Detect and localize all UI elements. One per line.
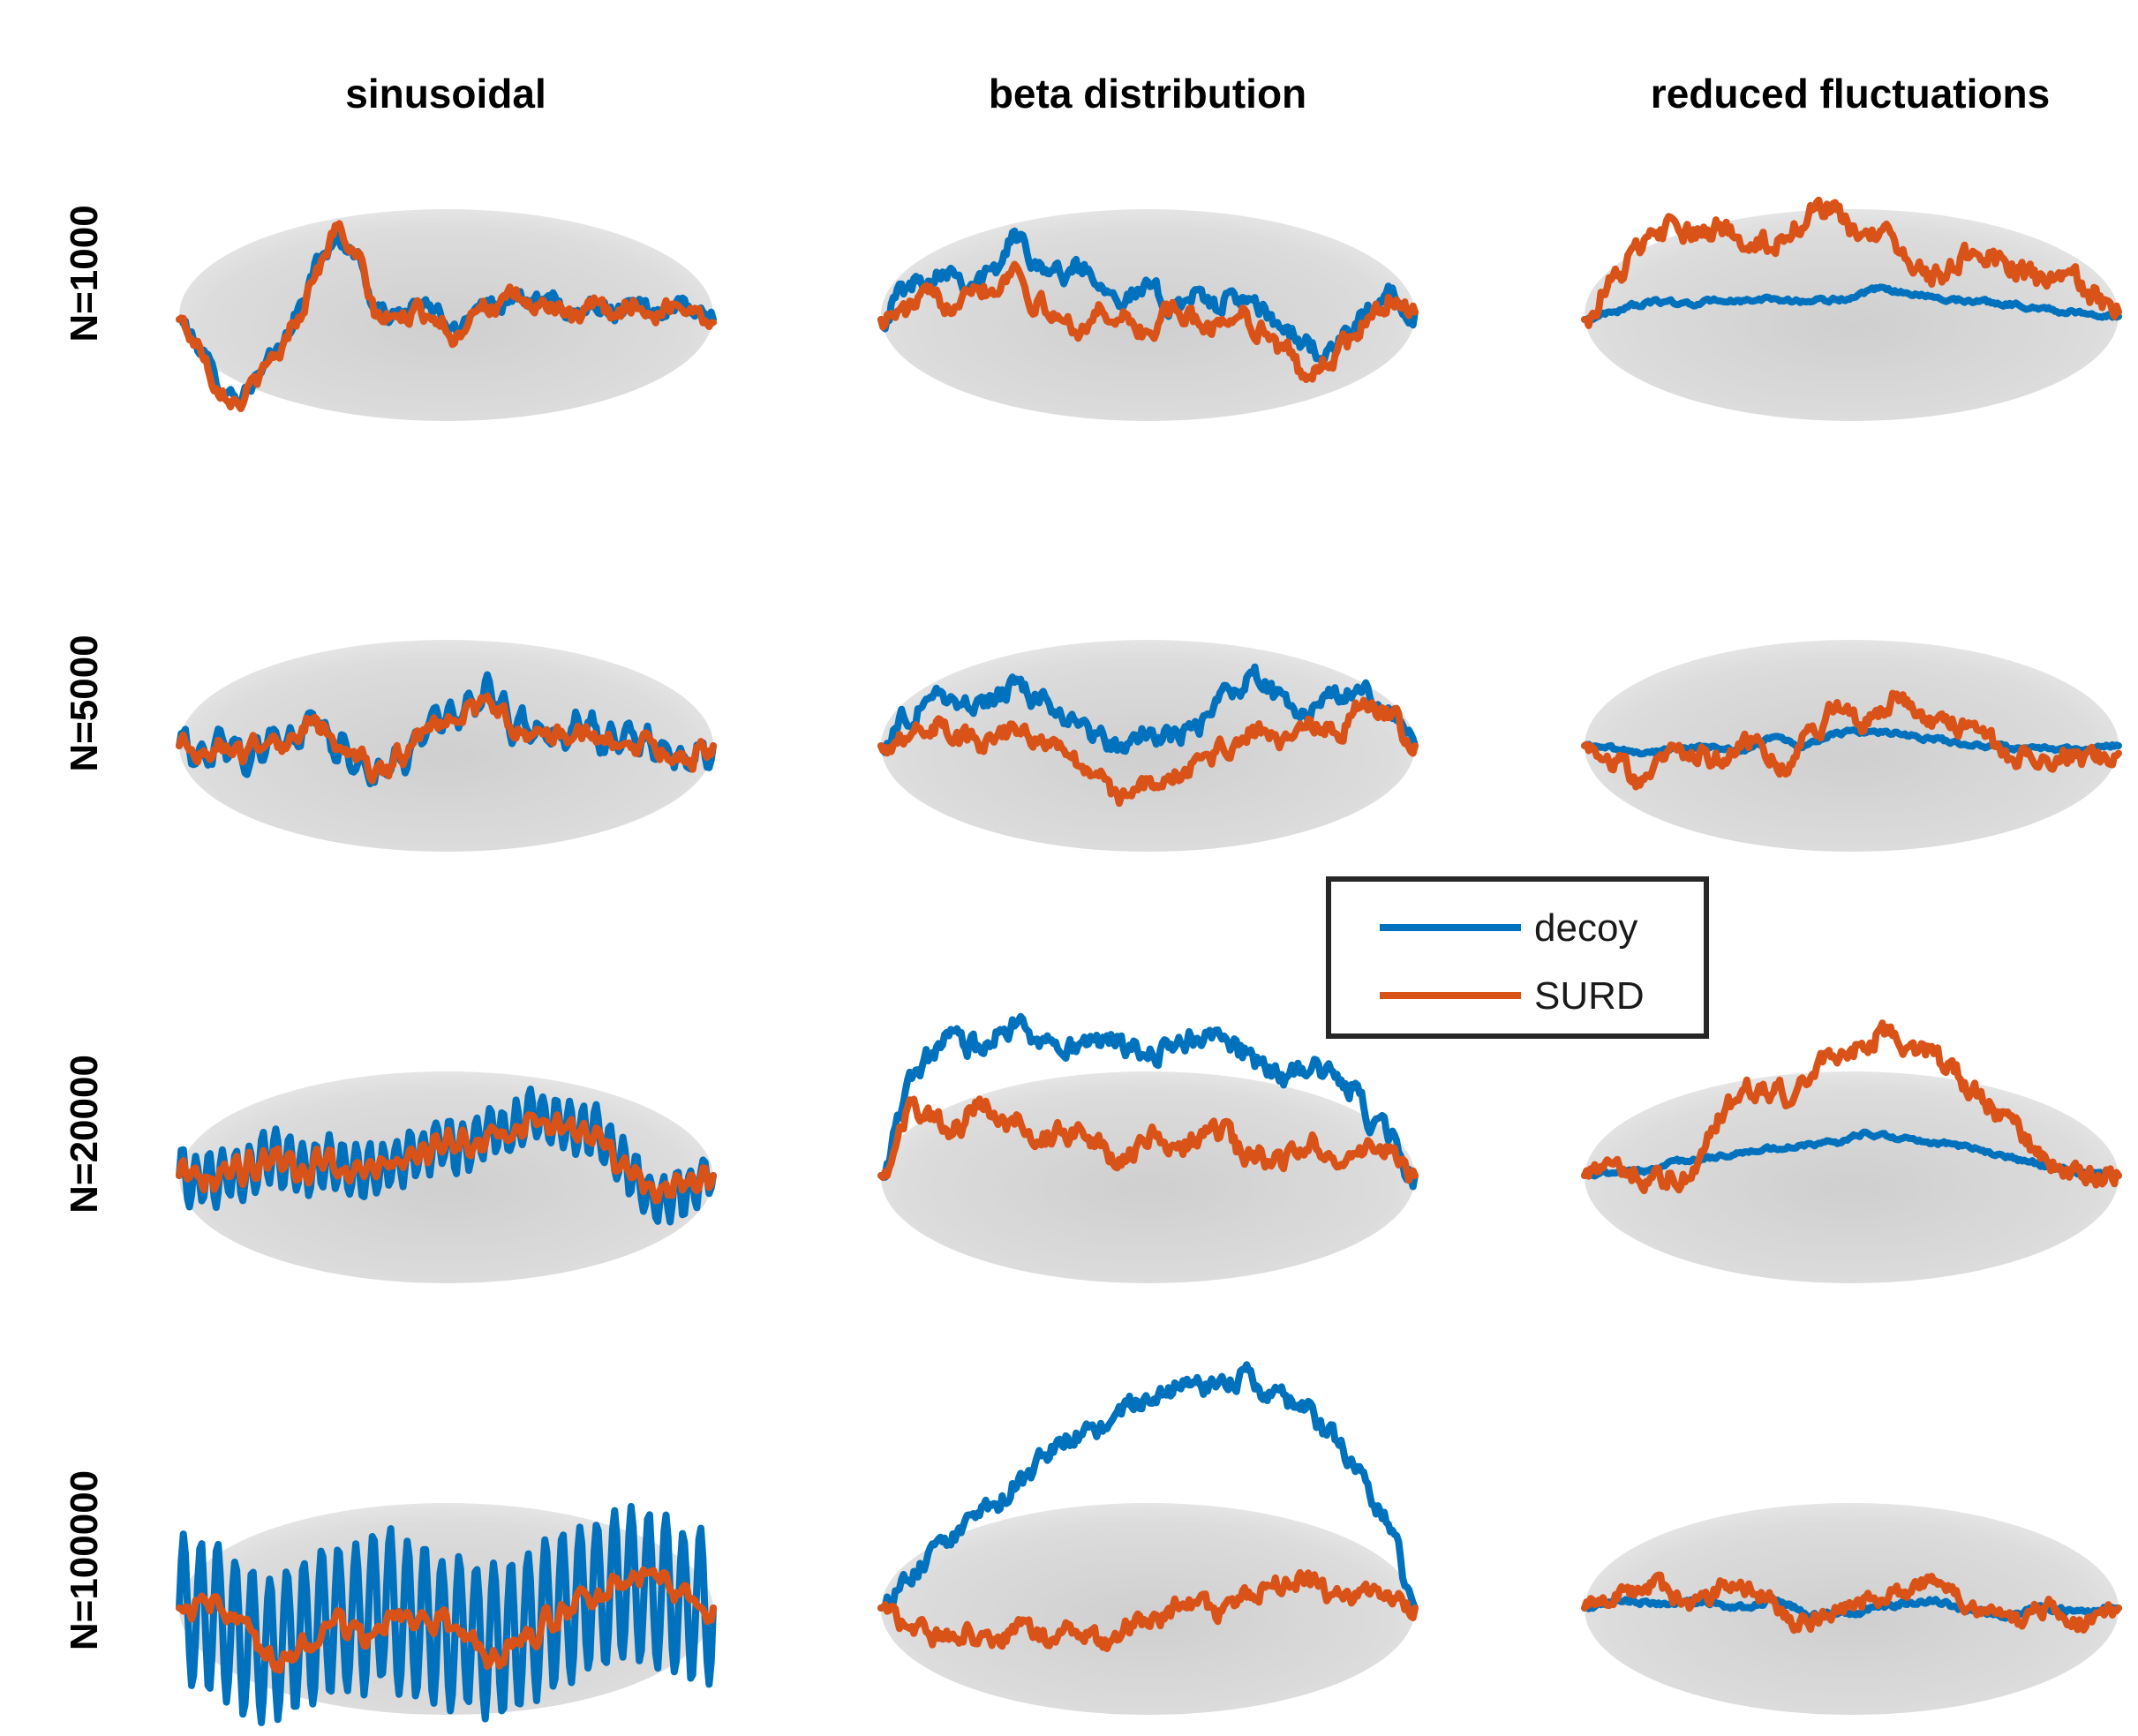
series-line-decoy — [1581, 283, 2122, 324]
series-line-surd — [176, 1111, 717, 1205]
legend-label-surd: SURD — [1534, 974, 1645, 1018]
panel-beta-distribution-N100000 — [877, 1361, 1419, 1715]
series-line-decoy — [1581, 1128, 2122, 1180]
column-title-beta-distribution: beta distribution — [989, 71, 1306, 116]
series-line-decoy — [877, 663, 1419, 756]
panel-beta-distribution-N5000 — [877, 640, 1419, 852]
series-line-surd — [176, 220, 717, 412]
row-label-n20000: N=20000 — [63, 1055, 106, 1214]
legend-label-decoy: decoy — [1534, 906, 1637, 950]
series-line-surd — [877, 260, 1419, 383]
row-label-n100000: N=100000 — [63, 1470, 106, 1650]
panels-group — [176, 196, 2122, 1726]
series-line-surd — [176, 692, 717, 785]
legend-box — [1326, 876, 1709, 1039]
column-title-sinusoidal: sinusoidal — [345, 71, 546, 116]
series-line-surd — [1581, 689, 2122, 791]
panel-background — [881, 209, 1415, 421]
series-line-surd — [877, 1568, 1419, 1652]
panel-background — [1585, 640, 2119, 852]
panel-sinusoidal-N5000 — [176, 640, 717, 852]
series-line-surd — [176, 1566, 717, 1674]
legend: decoy SURD — [1326, 876, 1709, 1039]
panel-sinusoidal-N20000 — [176, 1071, 717, 1283]
panel-reduced-fluctuations-N100000 — [1581, 1503, 2122, 1715]
panel-beta-distribution-N1000 — [877, 209, 1419, 421]
series-line-surd — [877, 1095, 1419, 1184]
series-line-surd — [1581, 196, 2122, 329]
series-line-surd — [1581, 1019, 2122, 1195]
column-title-reduced-fluctuations: reduced fluctuations — [1651, 71, 2050, 116]
panel-beta-distribution-N20000 — [877, 1012, 1419, 1283]
panel-reduced-fluctuations-N1000 — [1581, 196, 2122, 421]
panel-reduced-fluctuations-N5000 — [1581, 640, 2122, 852]
series-line-decoy — [877, 1361, 1419, 1612]
series-line-decoy — [877, 1012, 1419, 1191]
panel-sinusoidal-N1000 — [176, 209, 717, 421]
panel-background — [881, 1503, 1415, 1715]
panel-background — [881, 1071, 1415, 1283]
row-label-n1000: N=1000 — [63, 205, 106, 342]
series-line-surd — [877, 696, 1419, 808]
panel-reduced-fluctuations-N20000 — [1581, 1019, 2122, 1283]
panel-background — [179, 640, 713, 852]
panel-sinusoidal-N100000 — [176, 1502, 717, 1726]
row-label-n5000: N=5000 — [63, 635, 106, 771]
series-line-surd — [1581, 1571, 2122, 1635]
